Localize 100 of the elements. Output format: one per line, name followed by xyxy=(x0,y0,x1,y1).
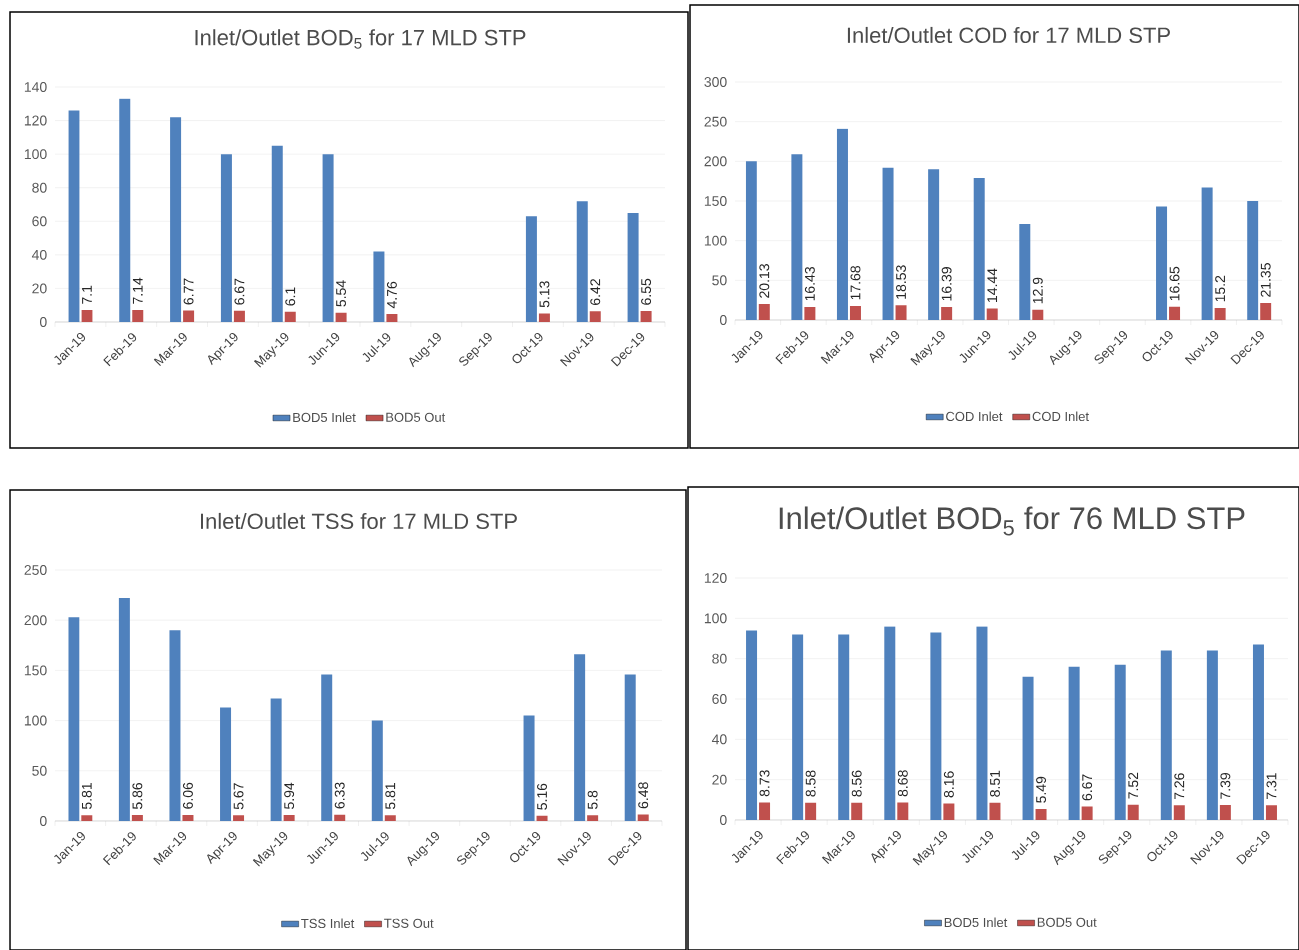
y-tick-label: 250 xyxy=(704,116,727,127)
bar xyxy=(1265,805,1277,820)
bar xyxy=(928,169,940,320)
y-tick-label: 80 xyxy=(32,182,47,193)
data-label: 8.73 xyxy=(759,770,770,797)
data-label: 6.33 xyxy=(334,782,345,809)
bar xyxy=(220,707,232,821)
legend-label: COD Inlet xyxy=(1032,411,1089,422)
bar xyxy=(805,802,817,820)
bar xyxy=(637,814,649,821)
bar xyxy=(1219,805,1231,820)
data-label: 5.54 xyxy=(336,280,346,307)
data-label: 6.06 xyxy=(183,782,193,809)
legend-label: BOD5 Inlet xyxy=(944,917,1008,928)
bar xyxy=(576,201,588,322)
bar xyxy=(930,632,942,820)
data-label: 6.77 xyxy=(183,278,194,305)
bar xyxy=(283,815,295,821)
bar xyxy=(1169,306,1181,320)
bar xyxy=(81,815,93,821)
data-label: 5.81 xyxy=(81,783,92,810)
legend-label: COD Inlet xyxy=(946,411,1003,422)
bar xyxy=(1201,187,1213,320)
y-tick-label: 0 xyxy=(719,315,727,325)
bar xyxy=(627,212,639,322)
bar xyxy=(758,304,770,320)
bar xyxy=(986,308,998,320)
data-label: 8.58 xyxy=(805,770,816,797)
y-tick-label: 120 xyxy=(704,573,727,583)
bar xyxy=(270,698,282,821)
bar xyxy=(884,626,896,820)
bar xyxy=(538,313,550,322)
bar xyxy=(334,814,346,821)
y-tick-label: 40 xyxy=(31,249,47,260)
bar xyxy=(373,251,385,322)
data-label: 6.1 xyxy=(285,287,296,306)
data-label: 5.81 xyxy=(385,783,396,810)
data-label: 5.13 xyxy=(539,281,550,308)
bar xyxy=(882,167,894,320)
bar xyxy=(1068,666,1080,820)
bar xyxy=(1252,644,1264,820)
bar xyxy=(759,802,771,820)
bar xyxy=(589,311,601,322)
legend-label: TSS Inlet xyxy=(301,918,355,929)
chart-title: Inlet/Outlet BOD$_{5}$ for 17 MLD STP xyxy=(195,29,526,49)
bar xyxy=(220,154,232,322)
legend-label: BOD5 Out xyxy=(386,412,446,422)
data-label: 7.52 xyxy=(1128,772,1139,799)
bar xyxy=(525,216,537,322)
bar xyxy=(1081,806,1093,820)
bar xyxy=(536,815,548,821)
data-label: 8.16 xyxy=(943,771,954,798)
bar xyxy=(1114,664,1126,820)
bar xyxy=(170,117,182,322)
data-label: 5.49 xyxy=(1036,776,1047,803)
chart-title: Inlet/Outlet COD for 17 MLD STP xyxy=(847,26,1170,44)
bar xyxy=(746,630,758,820)
bar xyxy=(1035,808,1047,820)
chart-title: Inlet/Outlet TSS for 17 MLD STP xyxy=(200,512,517,530)
legend-label: TSS Out xyxy=(384,918,434,928)
data-label: 8.56 xyxy=(851,770,862,797)
bar xyxy=(68,617,80,821)
data-label: 6.48 xyxy=(638,782,649,809)
bar xyxy=(640,310,652,322)
bar xyxy=(804,306,816,320)
bar xyxy=(941,306,953,320)
bar xyxy=(851,802,863,820)
data-label: 7.39 xyxy=(1220,772,1231,799)
y-tick-label: 300 xyxy=(704,77,727,87)
data-label: 7.31 xyxy=(1266,773,1277,799)
y-tick-label: 100 xyxy=(704,235,727,246)
y-tick-label: 150 xyxy=(704,196,727,206)
data-label: 7.1 xyxy=(82,285,92,304)
data-label: 5.86 xyxy=(132,782,143,809)
y-tick-label: 120 xyxy=(24,115,47,126)
data-label: 15.2 xyxy=(1215,275,1226,302)
bar xyxy=(284,311,296,322)
y-tick-label: 60 xyxy=(712,694,727,704)
data-label: 7.14 xyxy=(132,277,143,304)
bar xyxy=(791,154,803,320)
bar xyxy=(335,312,347,322)
bar xyxy=(322,154,334,322)
y-tick-label: 20 xyxy=(32,283,47,294)
data-label: 16.39 xyxy=(941,267,952,301)
y-tick-label: 40 xyxy=(711,734,727,745)
y-tick-label: 200 xyxy=(704,156,727,167)
bar xyxy=(836,128,848,320)
bar xyxy=(849,305,861,320)
bar xyxy=(1156,206,1168,320)
bar xyxy=(183,310,195,322)
bar xyxy=(321,674,333,821)
y-tick-label: 200 xyxy=(24,615,47,626)
data-label: 6.67 xyxy=(234,278,245,305)
y-tick-label: 0 xyxy=(39,317,47,327)
bar xyxy=(182,814,194,821)
data-label: 6.55 xyxy=(641,278,652,305)
bar xyxy=(119,98,131,322)
data-label: 8.51 xyxy=(990,770,1000,797)
y-tick-label: 80 xyxy=(712,653,727,664)
y-tick-label: 250 xyxy=(24,565,47,575)
